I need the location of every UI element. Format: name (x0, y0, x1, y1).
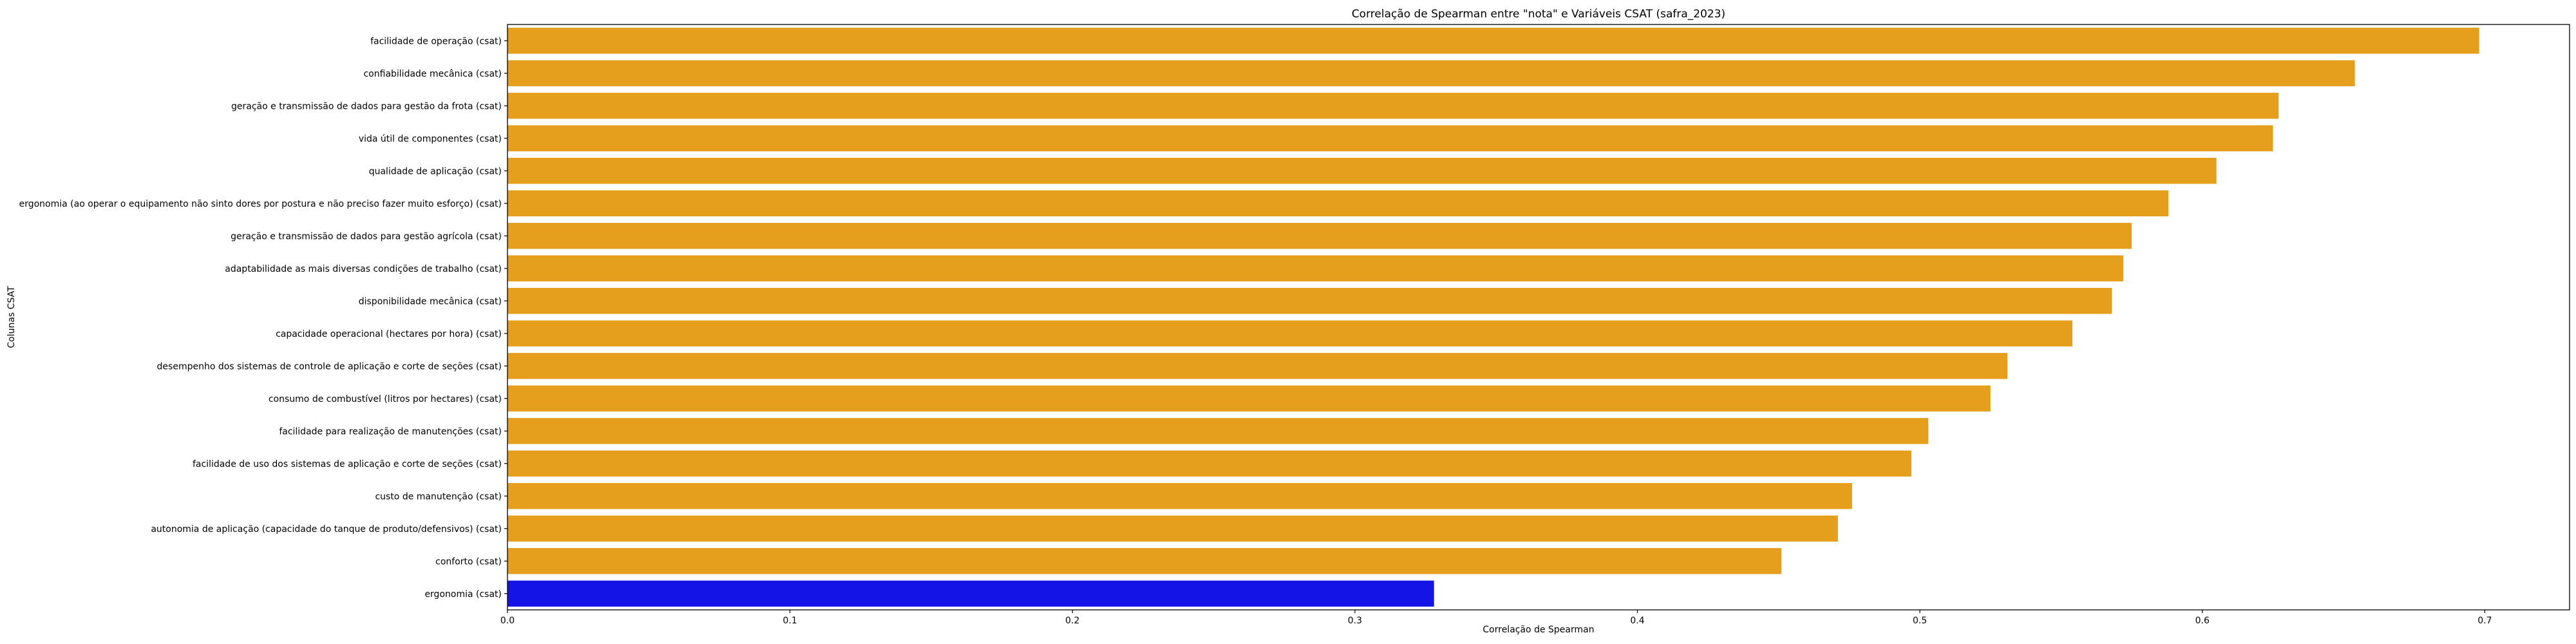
bar (507, 93, 2279, 119)
bar (507, 288, 2112, 314)
y-tick-label: confiabilidade mecânica (csat) (363, 69, 502, 79)
x-tick-label: 0.1 (782, 616, 797, 626)
y-tick-label: desempenho dos sistemas de controle de a… (157, 361, 502, 372)
bar (507, 158, 2217, 184)
y-tick-label: autonomia de aplicação (capacidade do ta… (151, 524, 502, 535)
chart-title: Correlação de Spearman entre "nota" e Va… (1352, 8, 1725, 21)
x-tick-label: 0.7 (2477, 616, 2492, 626)
x-axis: 0.0 0.1 0.2 0.3 0.4 0.5 0.6 0.7 (500, 610, 2492, 626)
y-tick-label: ergonomia (csat) (424, 589, 502, 600)
y-tick-label: capacidade operacional (hectares por hor… (276, 329, 502, 339)
bar (507, 515, 1838, 542)
x-tick-label: 0.5 (1913, 616, 1927, 626)
y-tick-label: facilidade de operação (csat) (370, 36, 502, 46)
x-tick-label: 0.2 (1065, 616, 1079, 626)
bar (507, 580, 1434, 607)
bar (507, 320, 2073, 346)
bar (507, 353, 2008, 379)
y-tick-label: qualidade de aplicação (csat) (369, 166, 502, 176)
y-axis: facilidade de operação (csat) confiabilid… (19, 36, 507, 600)
x-tick-label: 0.6 (2195, 616, 2210, 626)
y-tick-label: adaptabilidade as mais diversas condiçõe… (225, 264, 502, 274)
y-tick-label: conforto (csat) (435, 556, 502, 567)
y-tick-label: facilidade para realização de manutençõe… (279, 426, 502, 437)
y-tick-label: geração e transmissão de dados para gest… (231, 101, 502, 111)
y-tick-label: facilidade de uso dos sistemas de aplica… (193, 459, 502, 469)
x-tick-label: 0.3 (1348, 616, 1362, 626)
x-tick-label: 0.0 (500, 616, 515, 626)
y-tick-label: ergonomia (ao operar o equipamento não s… (19, 199, 502, 209)
y-tick-label: disponibilidade mecânica (csat) (359, 296, 502, 307)
y-tick-label: custo de manutenção (csat) (375, 491, 502, 502)
plot-frame (507, 24, 2570, 611)
bar (507, 60, 2355, 86)
bar (507, 418, 1929, 444)
bar (507, 125, 2273, 151)
x-tick-label: 0.4 (1630, 616, 1644, 626)
bar (507, 190, 2169, 216)
bar (507, 385, 1991, 412)
bar (507, 548, 1782, 574)
bars-layer (507, 28, 2479, 607)
y-axis-title: Colunas CSAT (6, 286, 17, 348)
bar (507, 223, 2132, 249)
y-tick-label: geração e transmissão de dados para gest… (231, 231, 502, 242)
y-tick-label: consumo de combustível (litros por hecta… (269, 394, 502, 404)
bar (507, 483, 1852, 509)
bar (507, 28, 2479, 54)
bar (507, 255, 2123, 281)
x-axis-title: Correlação de Spearman (1482, 625, 1594, 635)
bar (507, 450, 1911, 477)
y-tick-label: vida útil de componentes (csat) (359, 134, 502, 144)
